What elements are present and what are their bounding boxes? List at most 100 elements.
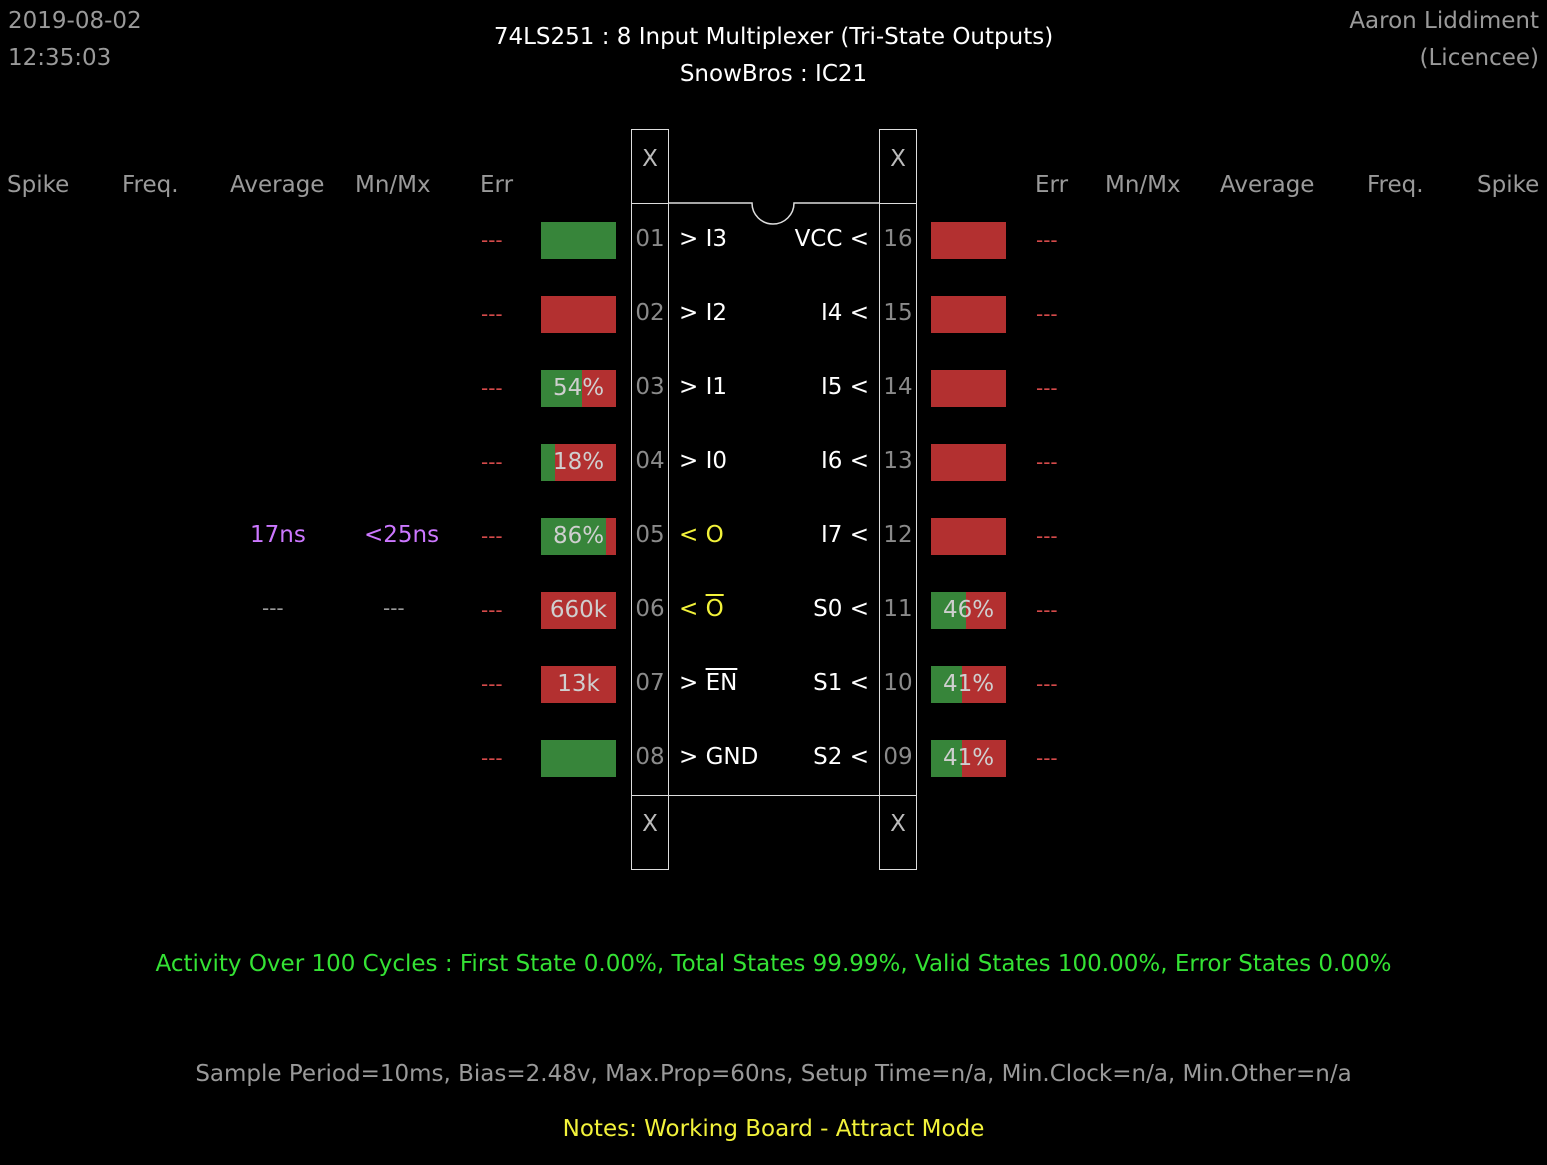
divider — [631, 203, 669, 204]
average-05: 17ns — [250, 522, 306, 548]
time: 12:35:03 — [8, 45, 112, 71]
date: 2019-08-02 — [8, 8, 142, 34]
right-err-09: --- — [1036, 746, 1058, 770]
pin-label-10: S1 < — [813, 670, 869, 696]
right-state-bar-10: 41% — [931, 666, 1006, 703]
pin-number-07: 07 — [635, 670, 665, 696]
pin-number-02: 02 — [635, 300, 665, 326]
pin-label-16: VCC < — [794, 226, 869, 252]
right-err-12: --- — [1036, 524, 1058, 548]
left-state-bar-03: 54% — [541, 370, 616, 407]
left-pin-column — [631, 129, 669, 870]
bar-text: 41% — [942, 745, 995, 771]
notes: Notes: Working Board - Attract Mode — [562, 1116, 985, 1142]
bar-text: 46% — [942, 597, 995, 623]
pin-label-03: > I1 — [679, 374, 727, 400]
bar-fill — [541, 740, 616, 777]
pin-label-13: I6 < — [821, 448, 869, 474]
right-err-11: --- — [1036, 598, 1058, 622]
chip-notch — [668, 202, 880, 225]
header-right-freq: Freq. — [1367, 172, 1424, 198]
pin-label-06: < O — [679, 596, 724, 622]
pin-number-11: 11 — [883, 596, 913, 622]
author: Aaron Liddiment — [1349, 8, 1539, 34]
pin-number-03: 03 — [635, 374, 665, 400]
header-left-average: Average — [230, 172, 325, 198]
header-right-average: Average — [1220, 172, 1315, 198]
bar-fill — [541, 222, 616, 259]
pin-number-06: 06 — [635, 596, 665, 622]
header-left-err: Err — [480, 172, 514, 198]
header-left-freq: Freq. — [122, 172, 179, 198]
left-state-bar-08 — [541, 740, 616, 777]
pin-label-12: I7 < — [821, 522, 869, 548]
header-right-mnmx: Mn/Mx — [1105, 172, 1181, 198]
pin-label-05: < O — [679, 522, 724, 548]
right-state-bar-09: 41% — [931, 740, 1006, 777]
right-state-bar-12 — [931, 518, 1006, 555]
chip-title: 74LS251 : 8 Input Multiplexer (Tri-State… — [493, 24, 1054, 50]
pin-number-15: 15 — [883, 300, 913, 326]
right-pin-column — [879, 129, 917, 870]
pin-number-16: 16 — [883, 226, 913, 252]
left-err-02: --- — [481, 302, 503, 326]
pin-number-13: 13 — [883, 448, 913, 474]
bar-fill — [541, 370, 582, 407]
left-state-bar-04: 18% — [541, 444, 616, 481]
mnmx-06: --- — [383, 596, 405, 620]
mnmx-05: <25ns — [364, 522, 440, 548]
right-err-13: --- — [1036, 450, 1058, 474]
left-err-03: --- — [481, 376, 503, 400]
divider — [879, 203, 917, 204]
pin-x-top-right: X — [890, 146, 906, 172]
pin-number-04: 04 — [635, 448, 665, 474]
header-right-spike: Spike — [1477, 172, 1540, 198]
pin-direction: < — [679, 596, 706, 622]
activity-summary: Activity Over 100 Cycles : First State 0… — [155, 951, 1392, 977]
pin-label-02: > I2 — [679, 300, 727, 326]
pin-label-14: I5 < — [821, 374, 869, 400]
bar-fill — [931, 666, 962, 703]
pin-number-08: 08 — [635, 744, 665, 770]
chip-location: SnowBros : IC21 — [679, 61, 868, 87]
right-err-15: --- — [1036, 302, 1058, 326]
right-state-bar-15 — [931, 296, 1006, 333]
bar-fill — [931, 740, 962, 777]
left-err-06: --- — [481, 598, 503, 622]
pin-label-07: > EN — [679, 670, 737, 696]
bar-text: 18% — [552, 449, 605, 475]
pin-label-15: I4 < — [821, 300, 869, 326]
left-err-05: --- — [481, 524, 503, 548]
pin-label-01: > I3 — [679, 226, 727, 252]
pin-number-09: 09 — [883, 744, 913, 770]
bar-fill — [541, 444, 555, 481]
left-err-04: --- — [481, 450, 503, 474]
right-err-14: --- — [1036, 376, 1058, 400]
right-err-10: --- — [1036, 672, 1058, 696]
header-left-spike: Spike — [7, 172, 70, 198]
bar-text: 660k — [549, 597, 608, 623]
bar-text: 13k — [557, 671, 600, 697]
left-state-bar-07: 13k — [541, 666, 616, 703]
pin-signal: EN — [705, 670, 738, 696]
right-state-bar-14 — [931, 370, 1006, 407]
pin-number-05: 05 — [635, 522, 665, 548]
right-state-bar-11: 46% — [931, 592, 1006, 629]
left-state-bar-06: 660k — [541, 592, 616, 629]
pin-signal: O — [705, 596, 724, 622]
bar-text: 54% — [552, 375, 605, 401]
left-state-bar-05: 86% — [541, 518, 616, 555]
left-err-01: --- — [481, 228, 503, 252]
chip-body-bottom — [631, 795, 917, 796]
left-err-07: --- — [481, 672, 503, 696]
author-role: (Licencee) — [1419, 45, 1539, 71]
header-left-mnmx: Mn/Mx — [355, 172, 431, 198]
pin-number-01: 01 — [635, 226, 665, 252]
right-err-16: --- — [1036, 228, 1058, 252]
right-state-bar-13 — [931, 444, 1006, 481]
pin-x-bottom-right: X — [890, 811, 906, 837]
pin-number-12: 12 — [883, 522, 913, 548]
pin-direction: > — [679, 670, 706, 696]
pin-signal: O — [705, 522, 724, 548]
bar-fill — [931, 592, 966, 629]
